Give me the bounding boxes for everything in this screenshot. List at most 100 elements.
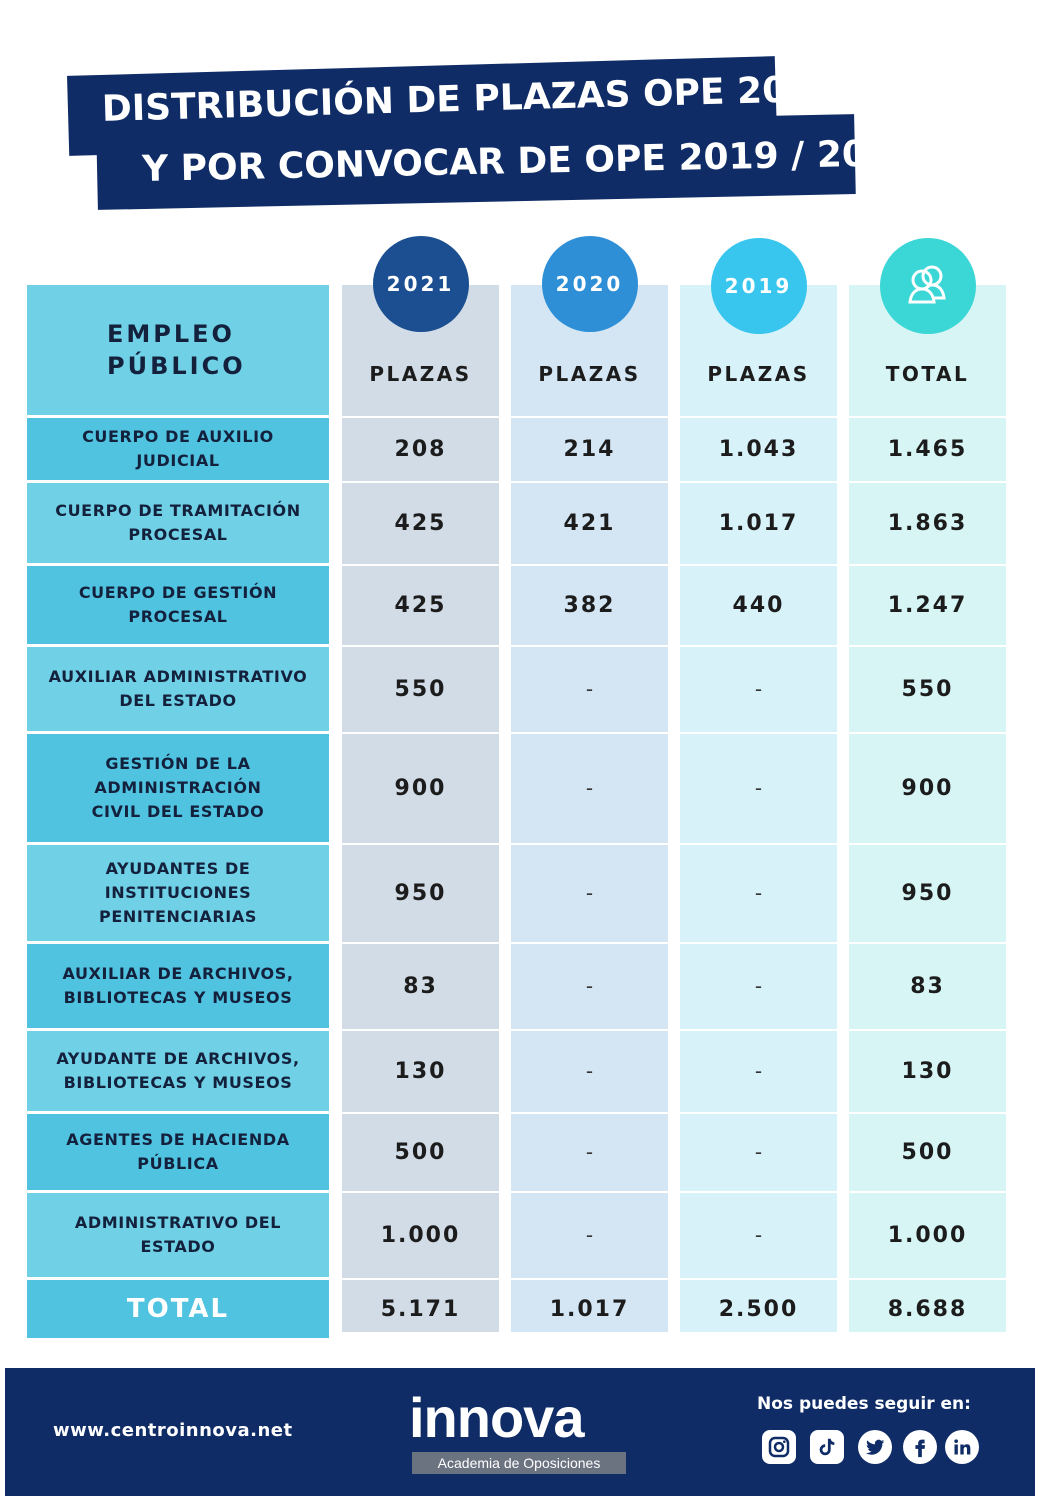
row-divider — [680, 843, 837, 845]
cell-value: 130 — [394, 1058, 447, 1084]
column-header-total: TOTAL — [885, 362, 970, 386]
row-divider — [849, 1191, 1006, 1193]
total-value: 8.688 — [887, 1296, 968, 1322]
row-divider — [511, 843, 668, 845]
row-divider — [342, 1191, 499, 1193]
row-divider — [511, 645, 668, 647]
cell-value: 900 — [901, 775, 954, 801]
year-circle-2020: 2020 — [541, 236, 638, 332]
tiktok-icon[interactable] — [810, 1430, 844, 1464]
cell-value: 950 — [901, 880, 954, 906]
row-divider — [511, 481, 668, 483]
cell-value: 214 — [563, 436, 616, 462]
cell-value: - — [585, 776, 594, 800]
cell-value: - — [754, 974, 763, 998]
row-divider — [849, 942, 1006, 944]
row-divider — [342, 843, 499, 845]
total-users-circle — [879, 238, 976, 334]
row-divider — [511, 416, 668, 418]
year-circle-2021: 2021 — [372, 236, 469, 332]
column-bg — [511, 285, 668, 1332]
cell-value: - — [585, 974, 594, 998]
facebook-icon[interactable] — [903, 1430, 937, 1464]
cell-value: - — [585, 677, 594, 701]
cell-value: 1.247 — [887, 592, 968, 618]
cell-value: 1.863 — [887, 510, 968, 536]
column-bg — [849, 285, 1006, 1332]
row-divider — [511, 564, 668, 566]
cell-value: - — [585, 1223, 594, 1247]
row-divider — [680, 732, 837, 734]
row-divider — [342, 1278, 499, 1280]
cell-value: - — [754, 1223, 763, 1247]
cell-value: 83 — [910, 973, 945, 999]
footer: www.centroinnova.net innova Academia de … — [5, 1368, 1035, 1496]
row-divider — [680, 645, 837, 647]
column-bg — [680, 285, 837, 1332]
total-value: 5.171 — [380, 1296, 461, 1322]
row-divider — [680, 1029, 837, 1031]
cell-value: - — [754, 776, 763, 800]
cell-value: 208 — [394, 436, 447, 462]
twitter-icon[interactable] — [858, 1430, 892, 1464]
row-divider — [342, 1029, 499, 1031]
cell-value: 550 — [901, 676, 954, 702]
row-label: CUERPO DE AUXILIO JUDICIAL — [27, 418, 329, 480]
cell-value: 500 — [901, 1139, 954, 1165]
innova-logo: innova — [409, 1386, 584, 1449]
row-label: AUXILIAR ADMINISTRATIVO DEL ESTADO — [27, 647, 329, 731]
cell-value: - — [754, 1140, 763, 1164]
cell-value: - — [754, 677, 763, 701]
row-divider — [511, 1278, 668, 1280]
cell-value: 1.043 — [718, 436, 799, 462]
row-divider — [849, 481, 1006, 483]
row-divider — [680, 481, 837, 483]
row-divider — [342, 1112, 499, 1114]
cell-value: 425 — [394, 592, 447, 618]
column-header-2020: PLAZAS — [538, 362, 641, 386]
row-divider — [342, 564, 499, 566]
row-divider — [849, 1112, 1006, 1114]
row-label: AGENTES DE HACIENDA PÚBLICA — [27, 1114, 329, 1190]
row-divider — [680, 564, 837, 566]
row-divider — [342, 481, 499, 483]
row-label: CUERPO DE TRAMITACIÓN PROCESAL — [27, 483, 329, 563]
cell-value: 425 — [394, 510, 447, 536]
follow-label: Nos puedes seguir en: — [757, 1394, 971, 1414]
row-divider — [511, 1191, 668, 1193]
column-bg — [342, 285, 499, 1332]
cell-value: 1.017 — [718, 510, 799, 536]
row-divider — [680, 1278, 837, 1280]
row-divider — [511, 942, 668, 944]
row-divider — [849, 1278, 1006, 1280]
column-header-2019: PLAZAS — [707, 362, 810, 386]
row-divider — [342, 416, 499, 418]
cell-value: 83 — [403, 973, 438, 999]
row-label: ADMINISTRATIVO DEL ESTADO — [27, 1193, 329, 1277]
cell-value: 130 — [901, 1058, 954, 1084]
cell-value: 1.000 — [380, 1222, 461, 1248]
year-circle-2019: 2019 — [710, 238, 807, 334]
row-divider — [680, 1112, 837, 1114]
row-label: CUERPO DE GESTIÓN PROCESAL — [27, 566, 329, 644]
row-divider — [849, 645, 1006, 647]
cell-value: 1.465 — [887, 436, 968, 462]
row-divider — [680, 416, 837, 418]
row-divider — [511, 732, 668, 734]
website-link[interactable]: www.centroinnova.net — [53, 1420, 293, 1441]
users-icon — [904, 262, 952, 311]
header-empleo-publico: EMPLEO PÚBLICO — [27, 285, 329, 415]
cell-value: 950 — [394, 880, 447, 906]
cell-value: - — [754, 881, 763, 905]
total-row-label: TOTAL — [27, 1280, 329, 1338]
row-label: GESTIÓN DE LA ADMINISTRACIÓN CIVIL DEL E… — [27, 734, 329, 842]
cell-value: 500 — [394, 1139, 447, 1165]
instagram-icon[interactable] — [762, 1430, 796, 1464]
row-divider — [849, 416, 1006, 418]
cell-value: - — [585, 1059, 594, 1083]
row-divider — [342, 732, 499, 734]
cell-value: 1.000 — [887, 1222, 968, 1248]
logo-tagline: Academia de Oposiciones — [412, 1452, 626, 1474]
cell-value: 421 — [563, 510, 616, 536]
linkedin-icon[interactable] — [945, 1430, 979, 1464]
